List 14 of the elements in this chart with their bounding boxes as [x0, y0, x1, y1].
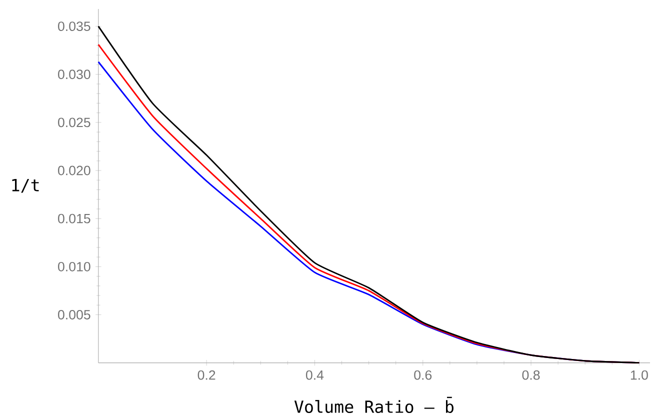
- y-tick-label: 0.010: [58, 262, 90, 272]
- x-tick-label: 0.2: [198, 370, 216, 380]
- x-tick-label: 0.8: [522, 370, 540, 380]
- x-axis-title: Volume Ratio – b̄: [294, 396, 454, 414]
- y-tick-label: 0.005: [58, 310, 90, 320]
- y-tick-label: 0.020: [58, 166, 90, 176]
- y-tick-label: 0.015: [58, 214, 90, 224]
- y-tick-label: 0.035: [58, 22, 90, 32]
- x-tick-label: 0.4: [306, 370, 324, 380]
- x-tick-label: 1.0: [630, 370, 648, 380]
- y-axis-title: 1/t: [12, 179, 39, 193]
- y-tick-label: 0.030: [58, 70, 90, 80]
- y-tick-label: 0.025: [58, 118, 90, 128]
- x-tick-label: 0.6: [414, 370, 432, 380]
